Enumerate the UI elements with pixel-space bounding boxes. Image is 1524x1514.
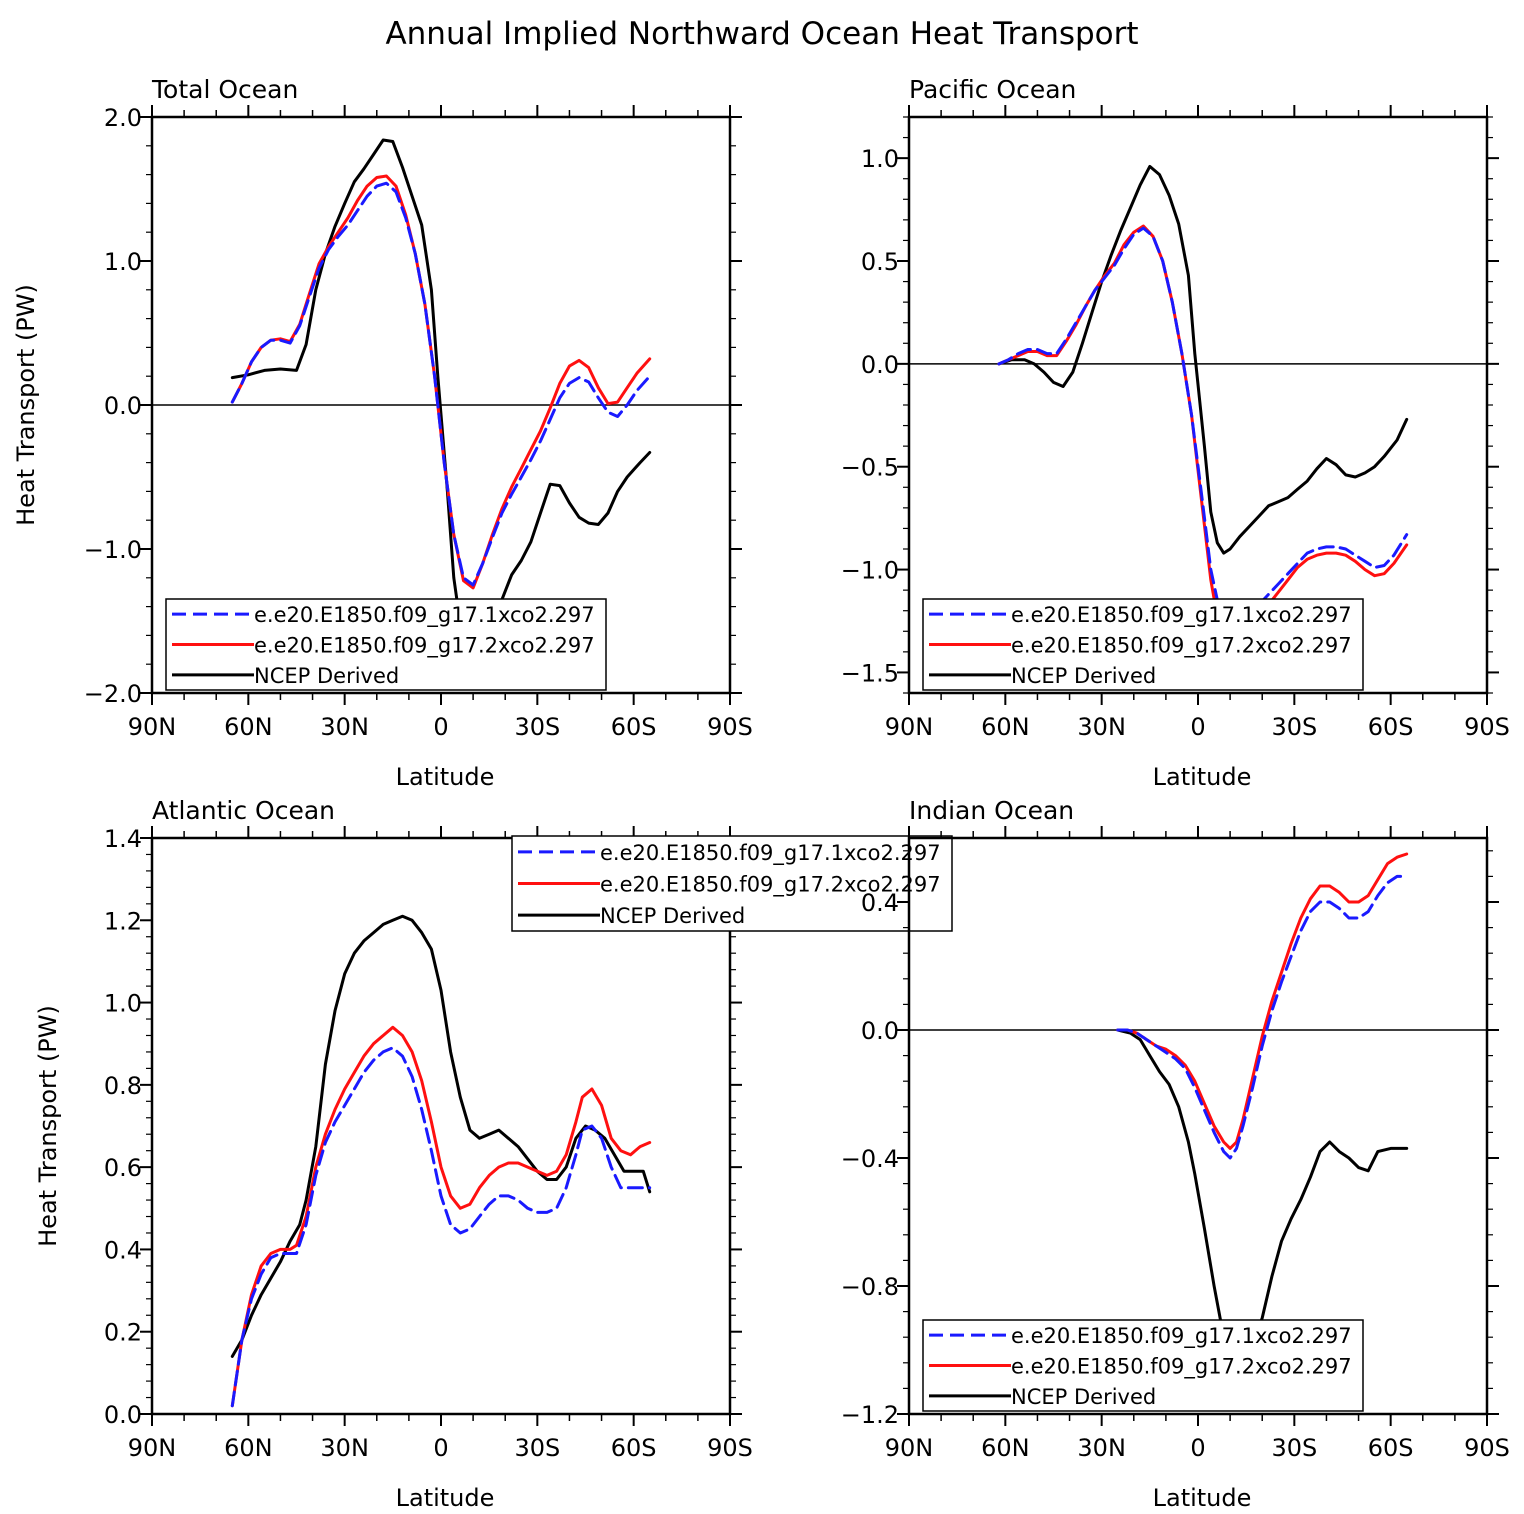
y-tick-label: 1.0 <box>104 248 142 276</box>
y-tick-label: 1.0 <box>861 145 899 173</box>
y-tick-label: 0.8 <box>104 1072 142 1100</box>
y-tick-label: 0.0 <box>861 1017 899 1045</box>
x-tick-label: 30S <box>1271 1434 1317 1462</box>
legend-entry: e.e20.E1850.f09_g17.1xco2.297 <box>600 841 941 866</box>
y-tick-label: −0.4 <box>841 1145 899 1173</box>
y-tick-label: 1.2 <box>104 907 142 935</box>
x-tick-label: 30S <box>514 1434 560 1462</box>
panel-title: Total Ocean <box>151 75 298 104</box>
panels-container: Total Ocean 90N 60N 30N 0 30S 60S 90S −2.0 −1.0 0.… <box>12 75 1510 1512</box>
x-tick-label: 90S <box>1464 713 1510 741</box>
x-tick-label: 90S <box>707 1434 753 1462</box>
x-tick-label: 60N <box>981 713 1030 741</box>
panel-pacific-ocean: Pacific Ocean 90N 60N 30N 0 30S 60S 90S −1.5 −1.0… <box>841 75 1510 791</box>
y-tick-label: −1.0 <box>841 557 899 585</box>
legend-entry: NCEP Derived <box>254 664 399 688</box>
y-axis-label: Heat Transport (PW) <box>12 284 40 526</box>
panel-indian-ocean: Indian Ocean 90N 60N 30N 0 30S 60S 90S −1.2 −0.8 −… <box>841 796 1510 1512</box>
legend-entry: e.e20.E1850.f09_g17.2xco2.297 <box>600 873 941 898</box>
x-tick-label: 60S <box>611 1434 657 1462</box>
y-tick-label: 1.0 <box>104 990 142 1018</box>
legend-entry: NCEP Derived <box>1011 1385 1156 1409</box>
legend: e.e20.E1850.f09_g17.1xco2.297 e.e20.E1850… <box>511 835 953 932</box>
x-tick-label: 60S <box>611 713 657 741</box>
x-tick-label: 0 <box>1190 713 1205 741</box>
panel-title: Pacific Ocean <box>909 75 1076 104</box>
panel-title: Indian Ocean <box>909 796 1074 825</box>
y-tick-label: −0.8 <box>841 1273 899 1301</box>
y-tick-label: 0.5 <box>861 248 899 276</box>
y-tick-label: −0.5 <box>841 454 899 482</box>
x-tick-label: 60S <box>1368 1434 1414 1462</box>
legend-entry: e.e20.E1850.f09_g17.2xco2.297 <box>254 634 595 659</box>
series-line-black <box>997 164 1409 555</box>
legend-entry: e.e20.E1850.f09_g17.1xco2.297 <box>1011 1324 1352 1349</box>
x-tick-label: 30S <box>1271 713 1317 741</box>
x-tick-label: 90N <box>885 713 934 741</box>
x-tick-label: 90N <box>128 1434 177 1462</box>
x-axis-label: Latitude <box>396 1484 495 1512</box>
y-tick-label: 0.6 <box>104 1154 142 1182</box>
x-tick-label: 30S <box>514 713 560 741</box>
y-tick-label: −2.0 <box>84 680 142 708</box>
legend-entry: NCEP Derived <box>1011 664 1156 688</box>
y-tick-label: −1.5 <box>841 659 899 687</box>
panel-total-ocean: Total Ocean 90N 60N 30N 0 30S 60S 90S −2.0 −1.0 0.… <box>12 75 753 791</box>
legend-entry: e.e20.E1850.f09_g17.1xco2.297 <box>1011 603 1352 628</box>
series-line-blue <box>997 226 1409 633</box>
legend-entry: e.e20.E1850.f09_g17.1xco2.297 <box>254 603 595 628</box>
y-tick-label: 0.0 <box>861 351 899 379</box>
series-group <box>997 164 1409 656</box>
series-line-red <box>1116 852 1409 1150</box>
figure-title: Annual Implied Northward Ocean Heat Tran… <box>385 16 1138 52</box>
legend-entry: NCEP Derived <box>600 904 745 928</box>
y-tick-label: 0.4 <box>861 889 899 917</box>
series-line-black <box>230 138 652 647</box>
y-tick-label: 0.0 <box>104 1401 142 1429</box>
panel-title: Atlantic Ocean <box>152 796 335 825</box>
series-line-blue <box>230 181 652 587</box>
x-tick-label: 30N <box>320 1434 369 1462</box>
y-tick-label: 1.4 <box>104 825 142 853</box>
series-group <box>230 914 652 1408</box>
y-tick-label: 0.4 <box>104 1236 142 1264</box>
x-axis-label: Latitude <box>396 763 495 791</box>
x-tick-label: 0 <box>433 1434 448 1462</box>
series-line-black <box>230 914 652 1358</box>
series-line-red <box>230 1025 652 1408</box>
y-tick-label: −1.0 <box>84 536 142 564</box>
x-tick-label: 0 <box>1190 1434 1205 1462</box>
legend-entry: e.e20.E1850.f09_g17.2xco2.297 <box>1011 1355 1352 1380</box>
x-tick-label: 0 <box>433 713 448 741</box>
x-tick-label: 90S <box>707 713 753 741</box>
y-axis-label: Heat Transport (PW) <box>34 1005 62 1247</box>
x-tick-label: 60N <box>981 1434 1030 1462</box>
series-group <box>230 138 652 647</box>
x-tick-label: 90S <box>1464 1434 1510 1462</box>
x-tick-label: 90N <box>885 1434 934 1462</box>
y-tick-label: 2.0 <box>104 104 142 132</box>
y-tick-label: −1.2 <box>841 1401 899 1429</box>
series-group <box>1116 852 1409 1371</box>
x-tick-label: 30N <box>1077 1434 1126 1462</box>
x-tick-label: 60N <box>224 1434 273 1462</box>
y-tick-label: 0.2 <box>104 1319 142 1347</box>
x-tick-label: 60S <box>1368 713 1414 741</box>
legend-entry: e.e20.E1850.f09_g17.2xco2.297 <box>1011 634 1352 659</box>
legend: e.e20.E1850.f09_g17.1xco2.297 e.e20.E1850… <box>922 1319 1364 1412</box>
series-line-black <box>1116 1028 1409 1371</box>
x-tick-label: 60N <box>224 713 273 741</box>
legend: e.e20.E1850.f09_g17.1xco2.297 e.e20.E1850… <box>922 598 1364 691</box>
x-axis-label: Latitude <box>1153 763 1252 791</box>
legend: e.e20.E1850.f09_g17.1xco2.297 e.e20.E1850… <box>165 598 607 691</box>
series-line-blue <box>230 1046 652 1408</box>
panel-atlantic-ocean: Atlantic Ocean 90N 60N 30N 0 30S 60S 90S 0.0 0.2 0… <box>34 796 953 1512</box>
y-tick-label: 0.0 <box>104 392 142 420</box>
x-tick-label: 30N <box>320 713 369 741</box>
series-line-blue <box>1116 874 1409 1160</box>
x-tick-label: 90N <box>128 713 177 741</box>
x-tick-label: 30N <box>1077 713 1126 741</box>
x-axis-label: Latitude <box>1153 1484 1252 1512</box>
